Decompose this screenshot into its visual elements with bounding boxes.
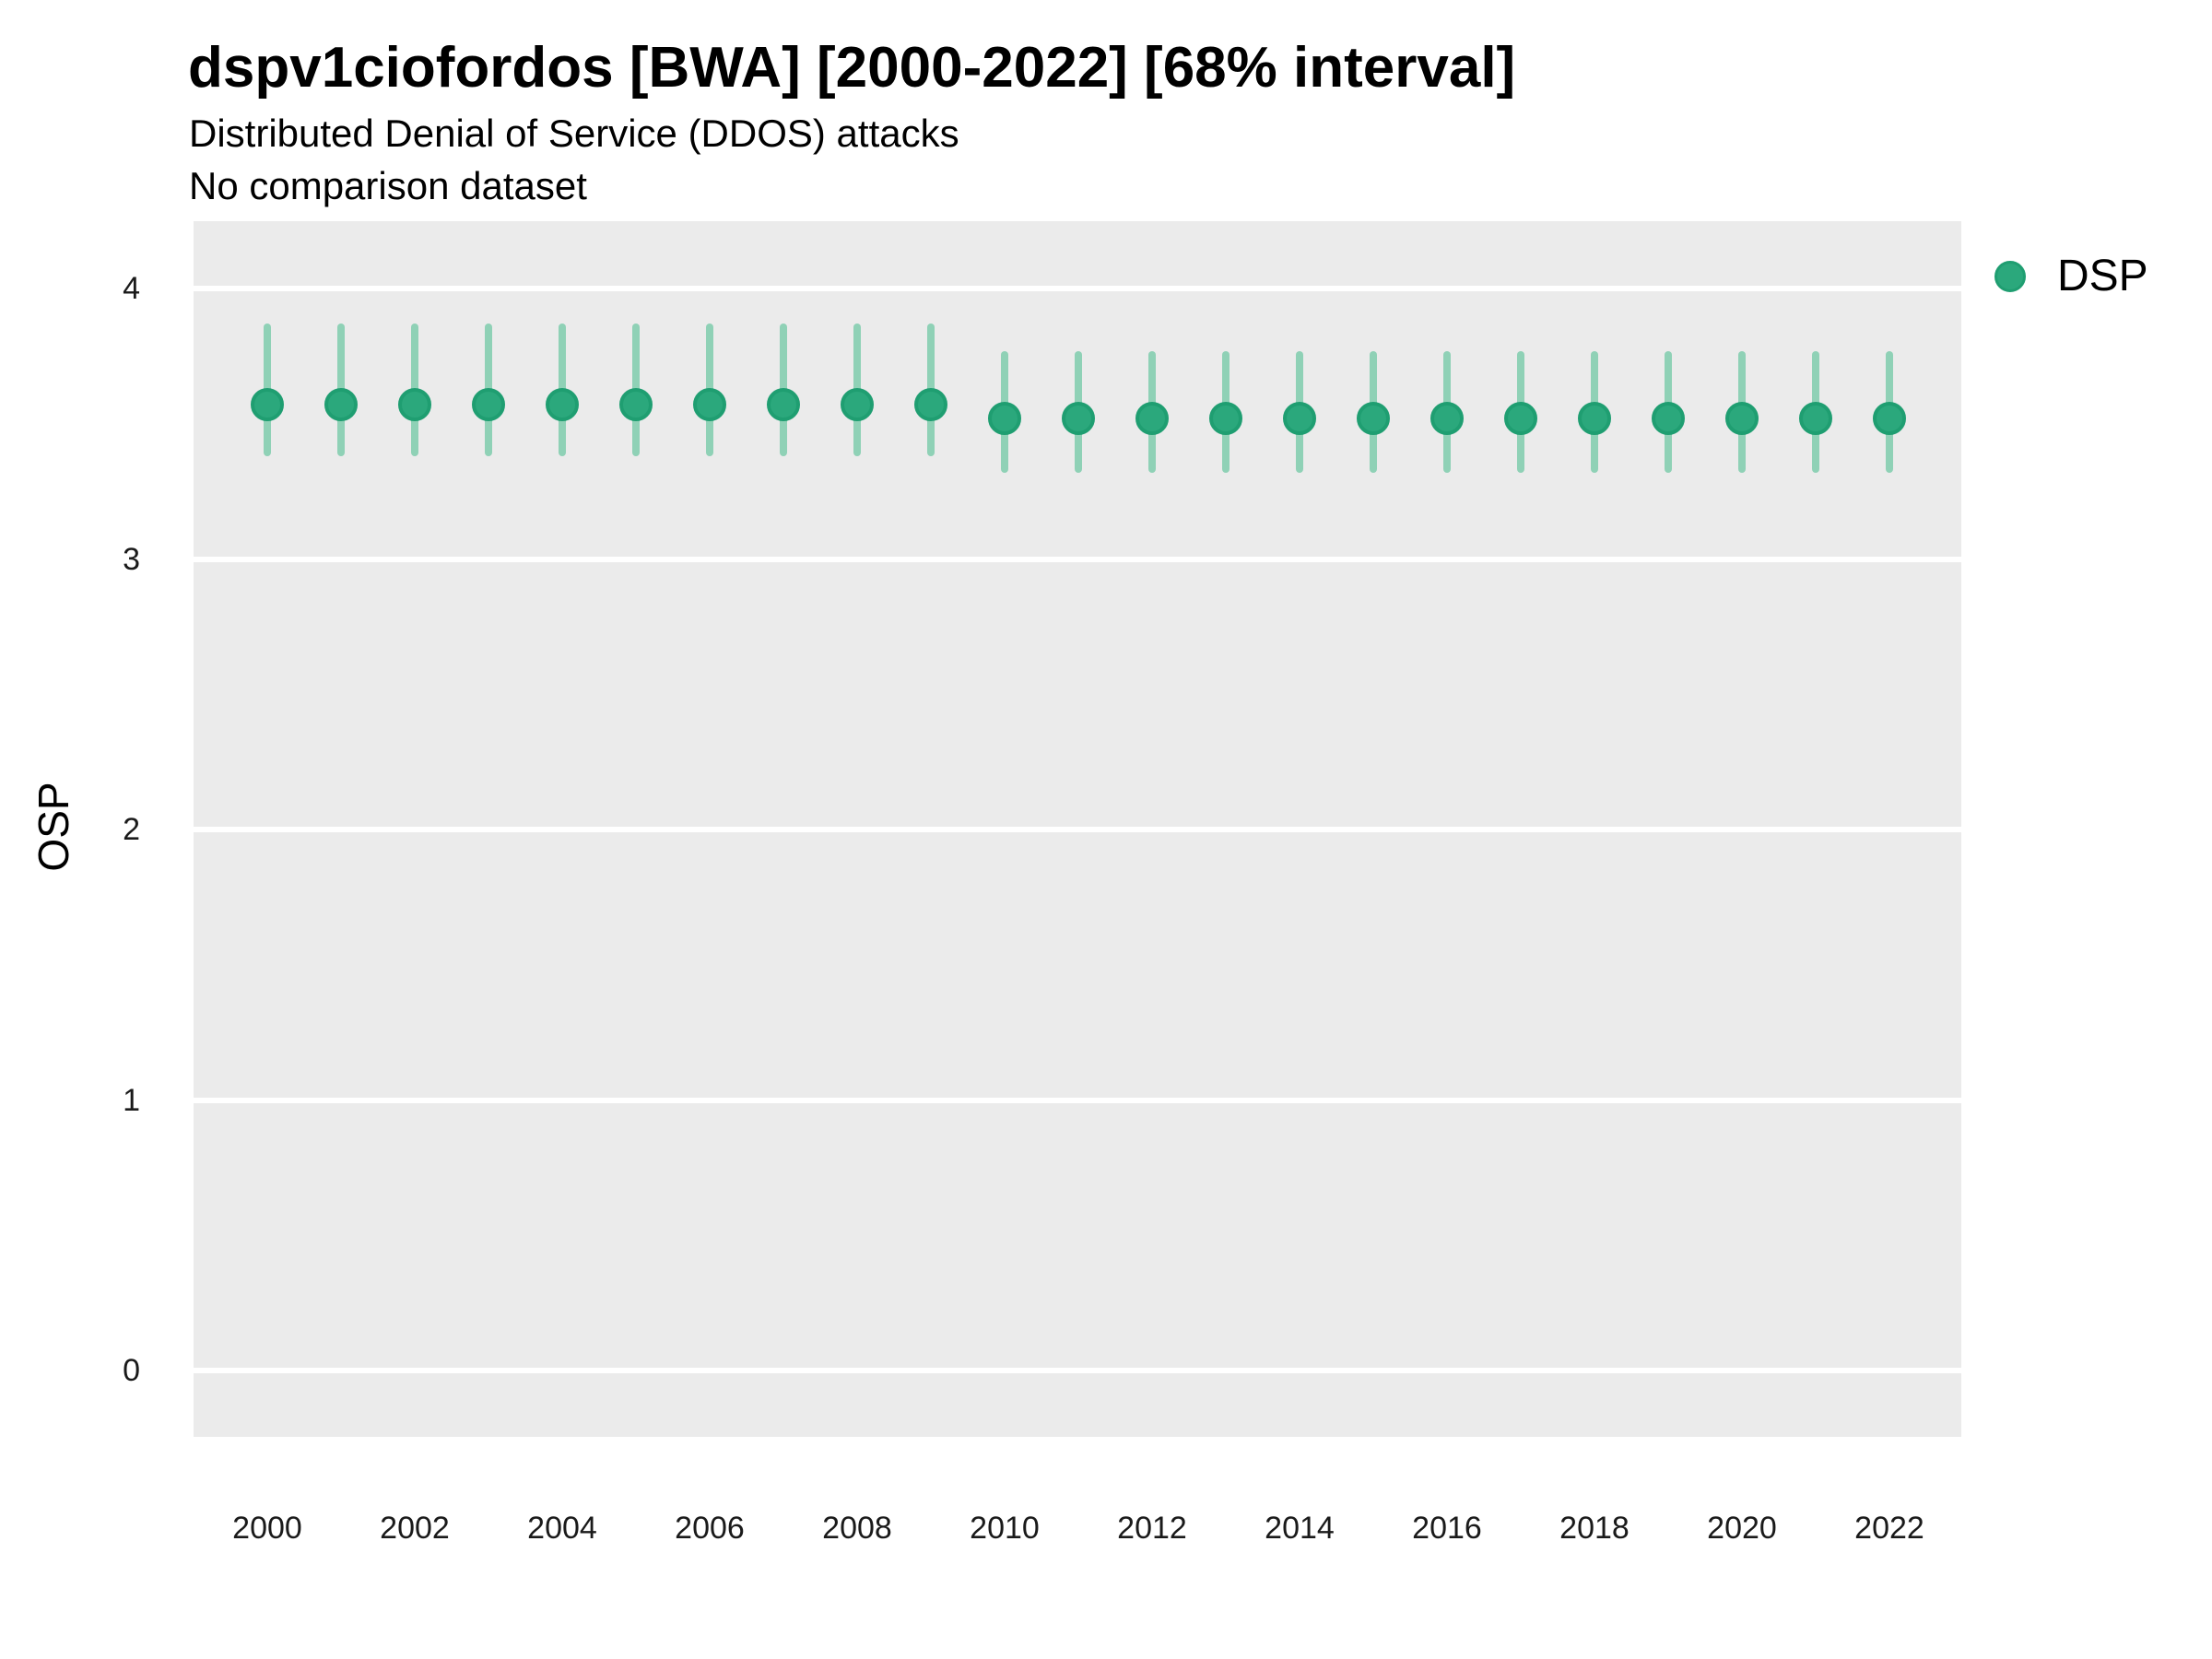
legend-marker-circle-icon	[1994, 261, 2026, 292]
point-2001	[324, 388, 358, 422]
point-2015	[1357, 401, 1390, 435]
point-2003	[472, 388, 505, 422]
legend: DSP	[1994, 252, 2148, 300]
point-2009	[914, 388, 947, 422]
point-2004	[546, 388, 579, 422]
point-2006	[693, 388, 726, 422]
x-tick-label: 2020	[1707, 1511, 1777, 1546]
point-2002	[398, 388, 431, 422]
x-tick-label: 2012	[1117, 1511, 1187, 1546]
gridline-y-1	[194, 1097, 1961, 1103]
point-2016	[1430, 401, 1464, 435]
chart-title: dspv1ciofordos [BWA] [2000-2022] [68% in…	[188, 36, 1516, 100]
x-tick-label: 2002	[380, 1511, 450, 1546]
gridline-y-4	[194, 286, 1961, 291]
x-tick-label: 2014	[1265, 1511, 1335, 1546]
gridline-y-3	[194, 556, 1961, 562]
point-2022	[1873, 401, 1906, 435]
point-2018	[1578, 401, 1611, 435]
x-tick-label: 2022	[1854, 1511, 1924, 1546]
point-2005	[619, 388, 653, 422]
x-tick-label: 2008	[822, 1511, 892, 1546]
x-tick-label: 2000	[232, 1511, 302, 1546]
y-tick-label: 2	[123, 812, 140, 847]
point-2007	[767, 388, 800, 422]
chart-subtitle: Distributed Denial of Service (DDOS) att…	[189, 112, 959, 155]
x-tick-label: 2004	[527, 1511, 597, 1546]
y-tick-label: 3	[123, 541, 140, 577]
point-2019	[1652, 401, 1685, 435]
point-2010	[988, 401, 1021, 435]
point-2021	[1799, 401, 1832, 435]
x-tick-label: 2006	[675, 1511, 745, 1546]
gridline-y-0	[194, 1368, 1961, 1373]
point-2014	[1283, 401, 1316, 435]
point-2008	[841, 388, 874, 422]
y-tick-label: 4	[123, 271, 140, 306]
plot-panel	[194, 221, 1961, 1437]
point-2013	[1209, 401, 1242, 435]
point-2017	[1504, 401, 1537, 435]
x-tick-label: 2010	[970, 1511, 1040, 1546]
point-2020	[1725, 401, 1759, 435]
y-tick-label: 1	[123, 1082, 140, 1118]
legend-label: DSP	[2057, 252, 2148, 300]
point-2000	[251, 388, 284, 422]
gridline-y-2	[194, 827, 1961, 832]
comparison-note: No comparison dataset	[189, 164, 587, 207]
y-tick-label: 0	[123, 1353, 140, 1388]
x-tick-label: 2016	[1412, 1511, 1482, 1546]
point-2012	[1135, 401, 1169, 435]
point-2011	[1062, 401, 1095, 435]
x-tick-label: 2018	[1559, 1511, 1630, 1546]
